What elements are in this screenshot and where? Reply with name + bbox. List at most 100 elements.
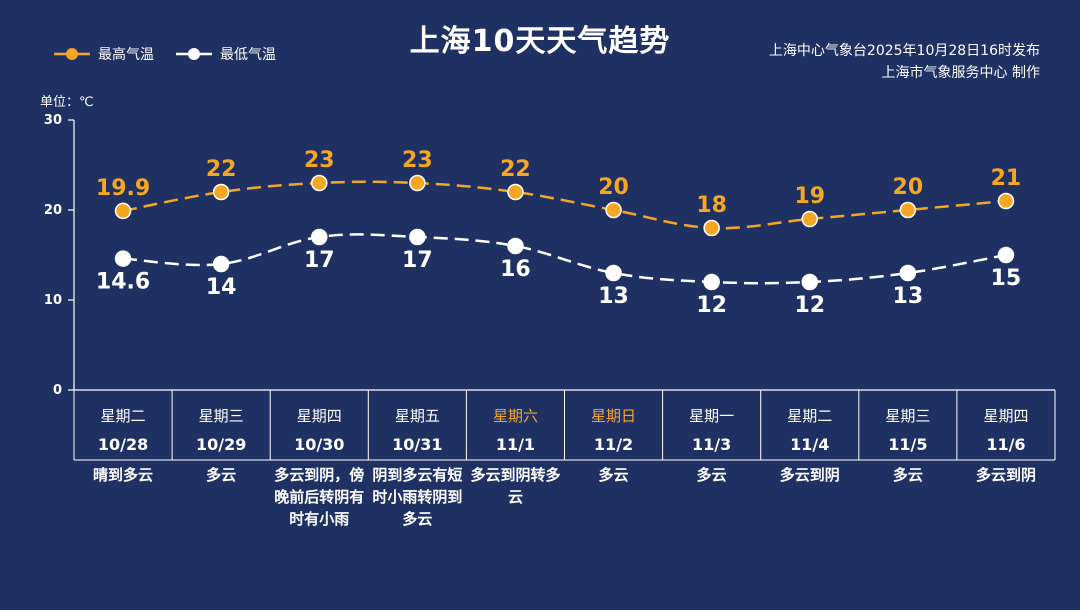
low-temp-point xyxy=(409,228,426,246)
high-temp-value-label: 18 xyxy=(696,193,727,218)
high-temp-series-line xyxy=(122,180,1007,230)
date-label: 11/1 xyxy=(496,435,535,454)
low-temp-point xyxy=(605,264,622,282)
weekday-label: 星期日 xyxy=(591,407,636,425)
legend-item-low: 最低气温 xyxy=(176,44,276,64)
weekday-label: 星期二 xyxy=(101,407,146,425)
condition-label-line: 多云 xyxy=(206,466,236,484)
weekday-label: 星期六 xyxy=(493,407,538,425)
high-temp-point xyxy=(997,192,1015,210)
condition-label-line: 时小雨转阴到 xyxy=(372,488,462,506)
unit-label: 单位：℃ xyxy=(40,95,94,110)
low-temp-point xyxy=(114,250,132,267)
condition-label-line: 时有小雨 xyxy=(289,510,349,528)
high-temp-value-label: 22 xyxy=(500,157,531,182)
legend-item-high: 最高气温 xyxy=(54,44,154,64)
weekday-label: 星期一 xyxy=(689,407,734,425)
condition-label: 多云到阴，傍晚前后转阴有时有小雨 xyxy=(274,466,364,528)
low-temp-point xyxy=(997,246,1015,264)
condition-label-line: 多云 xyxy=(697,466,727,484)
date-label: 10/31 xyxy=(392,435,442,454)
condition-label-line: 云 xyxy=(508,488,523,506)
source-line-1: 上海中心气象台2025年10月28日16时发布 xyxy=(768,43,1040,59)
high-temp-point xyxy=(311,174,328,192)
low-temp-point xyxy=(703,273,720,291)
chart-legend: 最高气温 最低气温 xyxy=(54,44,298,64)
high-temp-value-label: 23 xyxy=(402,148,433,173)
low-temp-value-label: 14.6 xyxy=(96,270,150,295)
condition-label-line: 多云到阴转多 xyxy=(470,466,560,484)
condition-label-line: 多云 xyxy=(402,510,432,528)
low-temp-value-label: 17 xyxy=(402,248,433,273)
date-label: 11/3 xyxy=(692,435,731,454)
date-label: 10/30 xyxy=(294,435,344,454)
condition-label: 多云 xyxy=(206,466,236,484)
condition-label-line: 多云到阴 xyxy=(976,466,1036,484)
y-tick-label: 20 xyxy=(44,203,62,218)
low-temp-value-label: 16 xyxy=(500,257,531,282)
condition-label: 多云到阴转多云 xyxy=(470,466,560,506)
high-temp-point xyxy=(899,201,917,219)
high-temp-point xyxy=(409,174,426,192)
low-temp-value-label: 12 xyxy=(696,293,727,318)
high-temp-point xyxy=(801,210,818,228)
y-tick-label: 30 xyxy=(44,113,62,128)
date-label: 11/5 xyxy=(888,435,927,454)
high-temp-value-label: 20 xyxy=(893,175,924,200)
legend-low-label: 最低气温 xyxy=(220,47,276,63)
low-temp-point xyxy=(311,228,328,246)
weekday-label: 星期二 xyxy=(787,407,832,425)
high-temp-value-label: 19 xyxy=(794,184,825,209)
weekday-label: 星期四 xyxy=(983,407,1028,425)
weekday-label: 星期三 xyxy=(199,407,244,425)
low-temp-value-label: 12 xyxy=(794,293,825,318)
high-temp-point xyxy=(605,201,622,219)
date-label: 11/4 xyxy=(790,435,829,454)
high-temp-value-label: 19.9 xyxy=(96,176,150,201)
condition-label: 多云到阴 xyxy=(780,466,840,484)
date-label: 10/29 xyxy=(196,435,246,454)
low-temp-point xyxy=(801,273,818,291)
high-temp-value-label: 22 xyxy=(206,157,237,182)
low-temp-value-label: 13 xyxy=(598,284,629,309)
high-temp-value-label: 20 xyxy=(598,175,629,200)
condition-label: 晴到多云 xyxy=(93,466,153,484)
low-temp-point xyxy=(899,264,917,282)
condition-label-line: 多云 xyxy=(893,466,923,484)
condition-label-line: 多云到阴，傍 xyxy=(274,466,364,484)
low-temp-value-label: 15 xyxy=(991,266,1022,291)
weekday-label: 星期三 xyxy=(885,407,930,425)
page-title: 上海10天天气趋势 xyxy=(409,24,671,59)
high-temp-value-label: 23 xyxy=(304,148,335,173)
date-label: 11/6 xyxy=(986,435,1025,454)
high-temp-value-label: 21 xyxy=(991,166,1022,191)
low-temp-value-label: 17 xyxy=(304,248,335,273)
high-temp-point xyxy=(212,183,230,201)
weekday-label: 星期四 xyxy=(297,407,342,425)
condition-label: 多云到阴 xyxy=(976,466,1036,484)
condition-label-line: 多云 xyxy=(599,466,629,484)
low-temp-value-label: 13 xyxy=(893,284,924,309)
y-tick-label: 10 xyxy=(44,293,62,308)
source-line-2: 上海市气象服务中心 制作 xyxy=(881,65,1040,81)
condition-label-line: 多云到阴 xyxy=(780,466,840,484)
date-label: 10/28 xyxy=(98,435,148,454)
condition-label: 阴到多云有短时小雨转阴到多云 xyxy=(372,466,462,528)
low-temp-series-line xyxy=(122,233,1007,285)
legend-high-label: 最高气温 xyxy=(98,47,154,63)
low-temp-value-label: 14 xyxy=(206,275,237,300)
low-temp-point xyxy=(212,255,230,273)
date-label: 11/2 xyxy=(594,435,633,454)
low-temp-point xyxy=(507,237,524,255)
legend-low-line-icon xyxy=(176,48,212,60)
source-info: 上海中心气象台2025年10月28日16时发布 上海市气象服务中心 制作 xyxy=(769,40,1040,84)
high-temp-point xyxy=(114,202,132,220)
condition-label: 多云 xyxy=(599,466,629,484)
condition-label-line: 晴到多云 xyxy=(93,466,153,484)
condition-label: 多云 xyxy=(893,466,923,484)
condition-label-line: 阴到多云有短 xyxy=(372,466,462,484)
high-temp-point xyxy=(507,183,524,201)
y-tick-label: 0 xyxy=(53,383,62,398)
legend-high-line-icon xyxy=(54,48,90,60)
condition-label-line: 晚前后转阴有 xyxy=(274,488,364,506)
